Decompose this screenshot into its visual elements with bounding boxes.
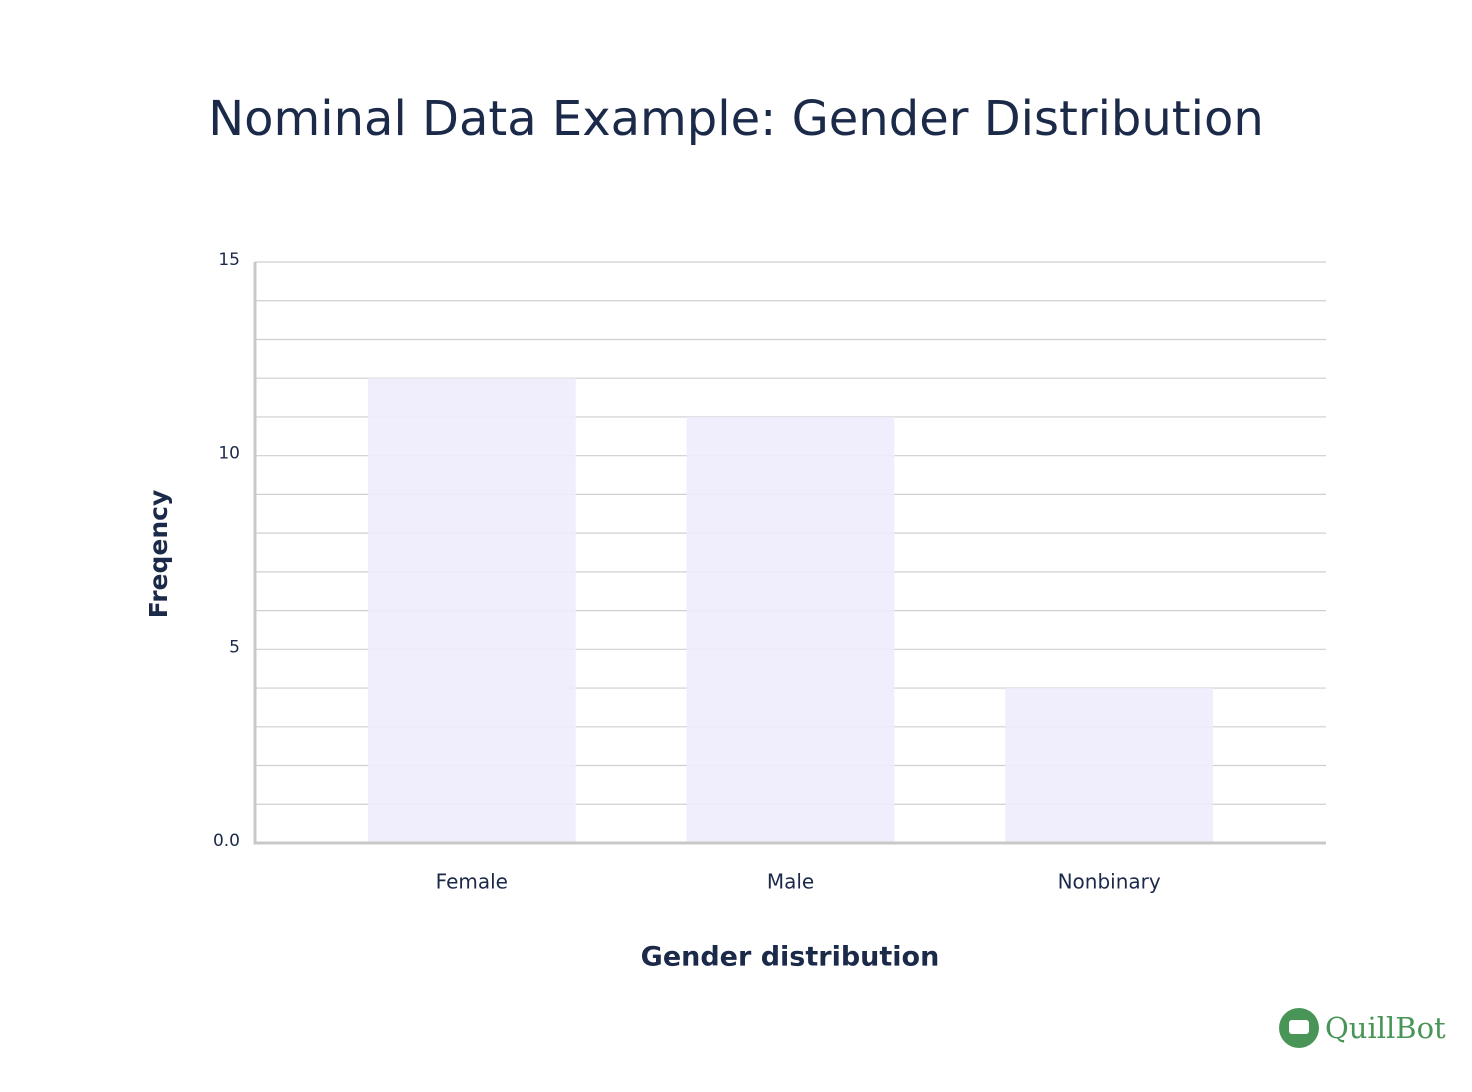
y-tick-label: 15 [218,250,240,270]
chart-title: Nominal Data Example: Gender Distributio… [208,91,1264,147]
brand-name: QuillBot [1325,1011,1446,1045]
bar [686,416,895,843]
y-tick-label: 10 [218,444,240,464]
x-tick-label: Nonbinary [1058,870,1161,894]
bar [1005,688,1214,843]
x-tick-label: Female [436,870,508,894]
logo-face [1289,1020,1309,1034]
y-tick-label: 5 [229,637,240,657]
bar [367,378,576,843]
y-axis-label: Freqency [144,490,173,619]
y-tick-label: 0.0 [213,831,240,851]
x-axis-label: Gender distribution [641,942,940,973]
x-tick-label: Male [767,870,814,894]
brand-logo: QuillBot [1279,1008,1446,1048]
